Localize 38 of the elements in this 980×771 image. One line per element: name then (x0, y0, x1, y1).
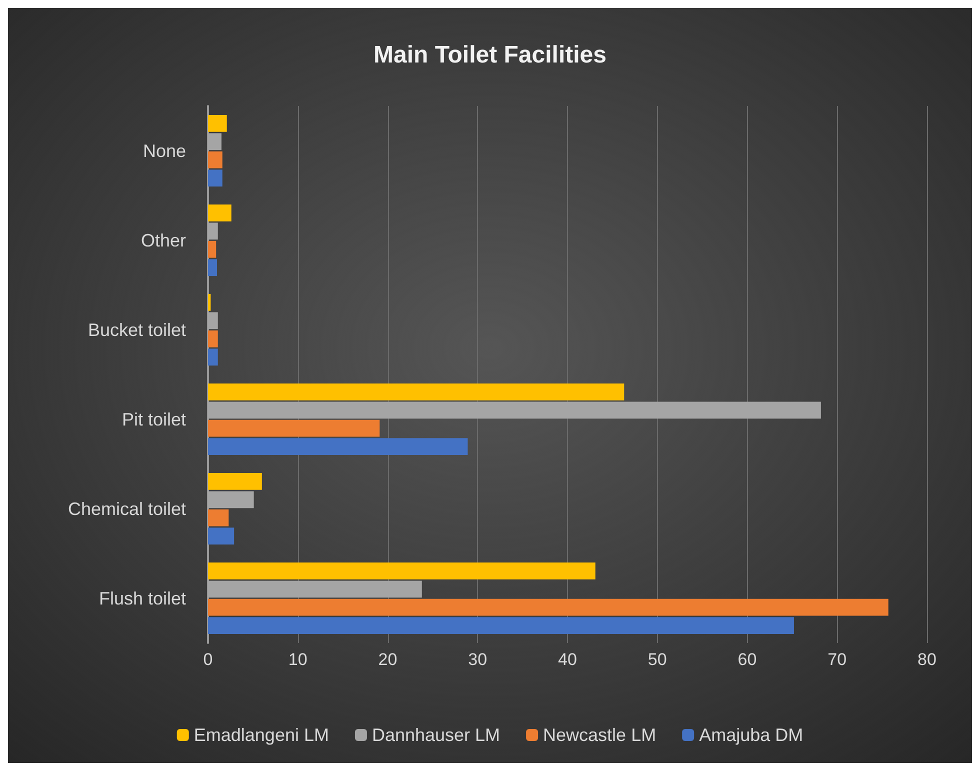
y-tick-label: Bucket toilet (88, 320, 186, 340)
bar (208, 383, 624, 400)
bar (208, 472, 262, 490)
y-tick-label: Chemical toilet (68, 498, 186, 519)
bar (208, 617, 794, 634)
y-tick-label: Pit toilet (122, 409, 186, 430)
bar (208, 438, 468, 456)
y-tick-label: Flush toilet (98, 588, 186, 608)
chart-title: Main Toilet Facilities (374, 42, 606, 68)
y-tick-label: Other (140, 230, 186, 250)
x-tick-label: 20 (378, 650, 398, 669)
bar (208, 259, 217, 276)
x-tick-label: 70 (828, 650, 847, 669)
y-tick-label: None (142, 140, 186, 161)
x-tick-label: 60 (738, 650, 757, 669)
bar (208, 170, 222, 187)
bar (208, 562, 596, 580)
x-tick-label: 40 (558, 650, 577, 669)
legend-label: Emadlangeni LM (194, 725, 329, 745)
x-tick-label: 0 (203, 650, 213, 669)
x-tick-label: 10 (288, 650, 308, 669)
x-tick-label: 50 (648, 650, 667, 669)
bar (208, 420, 380, 437)
bar (208, 348, 218, 366)
bar (208, 240, 216, 258)
legend-label: Amajuba DM (699, 725, 804, 745)
bar (208, 528, 234, 545)
bar (208, 114, 227, 132)
bar (208, 509, 229, 526)
bar (208, 330, 218, 348)
legend-label: Newcastle LM (543, 725, 656, 745)
bar (208, 294, 211, 311)
bar (208, 598, 888, 616)
x-tick-label: 80 (918, 650, 936, 669)
x-tick-label: 30 (468, 650, 488, 669)
bar (208, 151, 222, 168)
bar (208, 204, 232, 222)
legend-label: Dannhauser LM (372, 725, 500, 745)
